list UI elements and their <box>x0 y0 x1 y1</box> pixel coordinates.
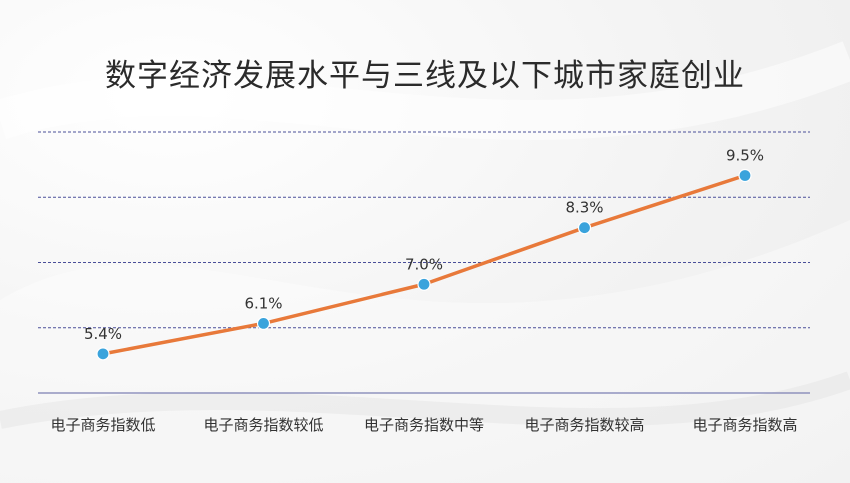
x-tick-label: 电子商务指数较低 <box>203 416 323 434</box>
x-tick-label: 电子商务指数中等 <box>364 416 484 434</box>
gridlines <box>38 131 810 329</box>
series-markers <box>96 168 752 361</box>
x-tick-label: 电子商务指数较高 <box>524 416 644 434</box>
data-label: 8.3% <box>565 199 603 217</box>
x-tick-label: 电子商务指数高 <box>692 416 797 434</box>
data-point <box>256 316 271 330</box>
data-point <box>96 347 110 361</box>
data-label: 9.5% <box>726 147 764 165</box>
data-label: 6.1% <box>244 294 282 312</box>
value-labels: 5.4% 6.1% 7.0% 8.3% 9.5% <box>84 147 764 343</box>
x-tick-labels: 电子商务指数低 电子商务指数较低 电子商务指数中等 电子商务指数较高 电子商务指数高 <box>50 416 797 434</box>
data-label: 5.4% <box>84 325 122 343</box>
chart-title: 数字经济发展水平与三线及以下城市家庭创业 <box>105 58 745 94</box>
data-point <box>577 221 592 235</box>
data-label: 7.0% <box>405 255 443 273</box>
x-tick-label: 电子商务指数低 <box>50 416 155 434</box>
data-point <box>738 168 752 183</box>
data-point <box>417 277 431 291</box>
